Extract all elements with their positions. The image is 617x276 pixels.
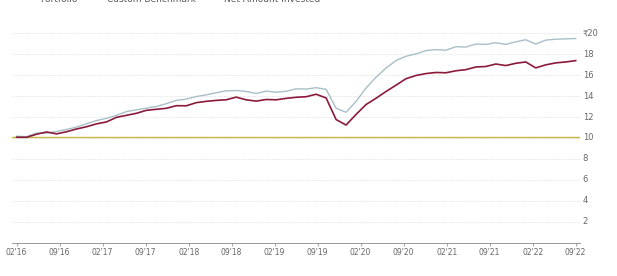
Text: 10: 10 (583, 134, 594, 142)
Text: 14: 14 (583, 92, 594, 100)
Text: 6: 6 (583, 176, 588, 184)
Text: ₹20: ₹20 (583, 29, 598, 38)
Text: 16: 16 (583, 71, 594, 79)
Text: 4: 4 (583, 197, 588, 205)
Text: 12: 12 (583, 113, 594, 121)
Text: 2: 2 (583, 217, 588, 226)
Text: 18: 18 (583, 50, 594, 59)
Legend: Portfolio, Custom Benchmark, Net Amount Invested: Portfolio, Custom Benchmark, Net Amount … (17, 0, 324, 8)
Text: 8: 8 (583, 155, 588, 163)
